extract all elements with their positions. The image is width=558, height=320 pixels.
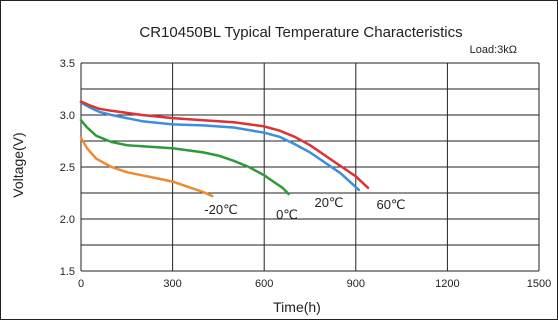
x-tick-label: 1500 (527, 278, 551, 290)
series-label: 0℃ (276, 207, 298, 222)
x-tick-label: 900 (347, 278, 365, 290)
x-tick-label: 1200 (435, 278, 459, 290)
x-tick-label: 600 (255, 278, 273, 290)
tick-labels: 0 300 600 900 1200 1500 1.5 2.0 2.5 3.0 3.5 (60, 58, 552, 290)
series-lines (79, 100, 370, 198)
y-axis-label: Voltage(V) (10, 132, 26, 197)
y-tick-label: 2.0 (60, 214, 75, 226)
x-tick-label: 300 (163, 278, 181, 290)
grid (80, 62, 540, 272)
series-labels: -20℃ 0℃ 20℃ 60℃ (204, 195, 405, 222)
y-tick-label: 2.5 (60, 162, 75, 174)
series-line (79, 100, 370, 190)
load-subtitle: Load:3kΩ (470, 44, 517, 56)
series-line (79, 136, 214, 198)
series-line (79, 101, 361, 192)
series-label: 60℃ (376, 197, 405, 212)
x-tick-label: 0 (78, 278, 84, 290)
y-tick-label: 3.0 (60, 110, 75, 122)
chart-title: CR10450BL Typical Temperature Characteri… (139, 24, 462, 41)
y-tick-label: 3.5 (60, 58, 75, 70)
series-label: -20℃ (204, 202, 237, 217)
series-label: 20℃ (314, 195, 343, 210)
x-axis-label: Time(h) (273, 299, 321, 315)
series-line (79, 118, 290, 196)
y-tick-label: 1.5 (60, 266, 75, 278)
